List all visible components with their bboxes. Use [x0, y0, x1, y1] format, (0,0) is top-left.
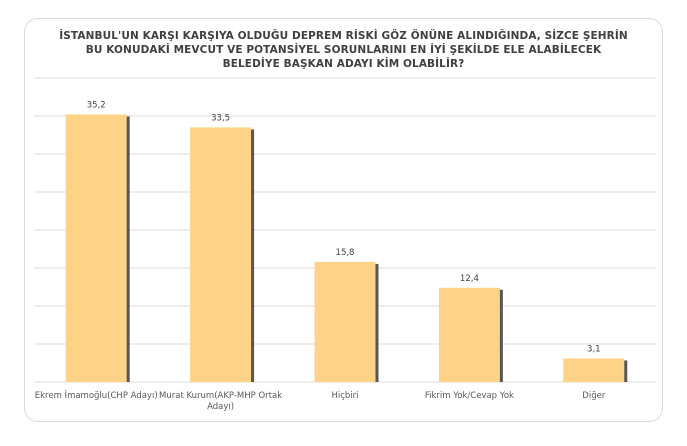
chart-title: İSTANBUL'UN KARŞI KARŞIYA OLDUĞU DEPREM … [30, 29, 657, 71]
category-label: Fikrim Yok/Cevap Yok [425, 391, 514, 401]
bar [438, 287, 500, 382]
category-label: Ekrem İmamoğlu(CHP Adayı) [35, 390, 158, 401]
category-label: Diğer [582, 391, 606, 401]
category-label: Adayı) [207, 402, 234, 412]
chart-title-line-1: İSTANBUL'UN KARŞI KARŞIYA OLDUĞU DEPREM … [59, 30, 628, 42]
chart-title-line-2: BU KONUDAKİ MEVCUT VE POTANSİYEL SORUNLA… [85, 44, 602, 56]
data-label: 35,2 [87, 100, 106, 110]
data-label: 33,5 [211, 113, 230, 123]
chart-title-line-3: BELEDİYE BAŞKAN ADAYI KİM OLABİLİR? [222, 58, 465, 70]
bar [314, 261, 376, 382]
data-label: 15,8 [336, 248, 355, 258]
category-label: Hiçbiri [331, 391, 358, 401]
bar [190, 127, 252, 383]
category-label: Murat Kurum(AKP-MHP Ortak [159, 391, 282, 401]
bar [65, 114, 127, 382]
bar [563, 358, 625, 382]
data-label: 12,4 [460, 274, 479, 284]
data-label: 3,1 [587, 344, 601, 354]
